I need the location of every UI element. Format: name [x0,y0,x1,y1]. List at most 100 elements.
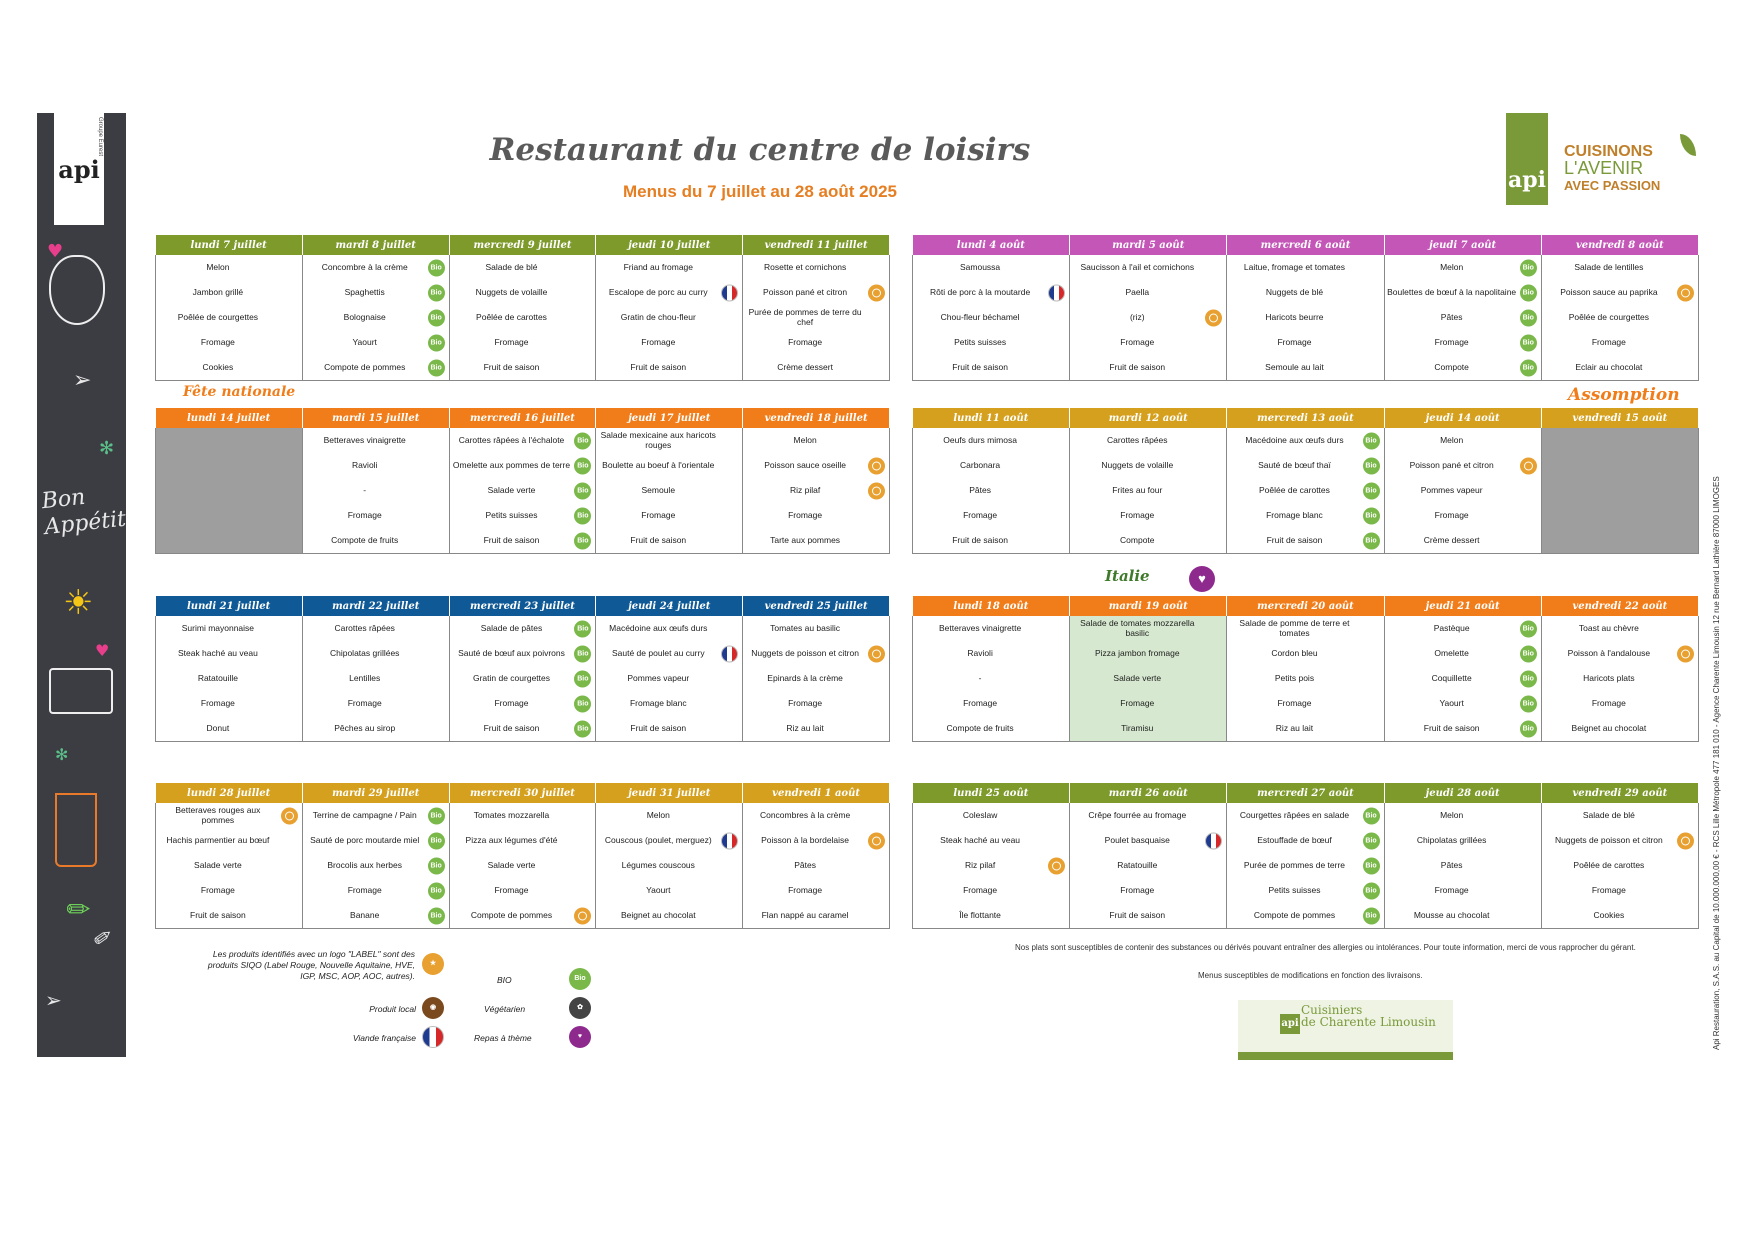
menu-cell: Fromage [911,503,1071,528]
menu-cell: Semoule au lait [1226,355,1385,381]
dish-name: - [363,484,367,495]
bio-icon: Bio [427,857,445,874]
menu-cell: Fruit de saison [595,716,744,742]
dish-name: Fromage blanc [1266,509,1323,520]
dish-name: - [978,672,982,683]
day-header: jeudi 17 juillet [595,408,744,428]
dish-name: Epinards à la crème [767,672,843,683]
menu-row: Compote de fruits Tiramisu Riz au lait Frui… [911,716,1700,742]
dish-name: Gratin de courgettes [472,672,550,683]
bio-icon: Bio [1519,620,1537,637]
menu-cell: Poisson sauce au paprika [1540,280,1700,305]
menu-cell: Nuggets de poisson et citron [1540,828,1700,853]
drink-icon [55,793,97,867]
bio-icon: Bio [1519,720,1537,737]
menu-row: Jambon grillé Spaghettis Bio Nuggets de vol… [155,280,890,305]
menu-cell: Pâtes [911,478,1071,503]
day-header: lundi 18 août [912,596,1071,616]
menu-cell: Crêpe fourrée au fromage [1069,803,1228,828]
day-header: vendredi 1 août [742,783,890,803]
menu-cell: Riz pilaf [742,478,890,503]
dish-name: Tomates mozzarella [473,809,550,820]
day-header: lundi 4 août [912,235,1071,255]
menu-cell: Poisson pané et citron [742,280,890,305]
dish-name: Pastèque [1433,622,1470,633]
dish-name: Lentilles [349,672,381,683]
dish-name: Légumes couscous [621,859,695,870]
dish-name: Fruit de saison [630,361,687,372]
dish-name: Sauté de bœuf aux poivrons [458,647,565,658]
theme-italie: Italie [1105,567,1150,585]
menu-cell: Crème dessert [742,355,890,381]
menu-cell: Beignet au chocolat [1540,716,1700,742]
menu-row: Salade verte Brocolis aux herbes Bio Salade… [155,853,890,878]
menu-cell: Haricots plats [1540,666,1700,691]
menu-row: Petits suisses Fromage Fromage Fromage Bio Fr… [911,330,1700,355]
menu-cell: Epinards à la crème [742,666,890,691]
menu-row: Oeufs durs mimosa Carottes râpées Macédoin… [911,428,1700,453]
week-table: lundi 4 août mardi 5 août mercredi 6 août j… [911,235,1700,381]
menu-row: Fromage Yaourt Bio Fromage Fromage Fromage [155,330,890,355]
menu-cell: Fruit de saison Bio [1226,528,1385,554]
allergen-note: Nos plats sont susceptibles de contenir … [1015,943,1636,952]
menu-cell: Poisson à l'andalouse [1540,641,1700,666]
dish-name: Crème dessert [1423,534,1480,545]
dish-name: Poisson sauce au paprika [1560,286,1658,297]
menu-cell [1540,503,1700,528]
menu-cell: Fruit de saison Bio [1383,716,1542,742]
menu-row: Poêlée de courgettes Bolognaise Bio Poêlée … [155,305,890,330]
french-flag-icon [1048,284,1066,301]
dish-name: Boulettes de bœuf à la napolitaine [1387,286,1517,297]
menu-cell: Compote [1069,528,1228,554]
dish-name: Haricots beurre [1265,311,1324,322]
menu-cell: Fromage [911,878,1071,903]
menu-cell: Chou-fleur béchamel [911,305,1071,330]
dish-name: Jambon grillé [192,286,244,297]
bio-icon: Bio [574,620,592,637]
footer-logo-text: Cuisiniers de Charente Limousin [1301,1004,1436,1028]
menu-cell: Pâtes [1383,853,1542,878]
dish-name: Bolognaise [343,311,386,322]
day-header: vendredi 8 août [1541,235,1700,255]
menu-cell: Oeufs durs mimosa [911,428,1071,453]
dish-name: Poêlée de carottes [1573,859,1645,870]
bio-icon: Bio [1519,645,1537,662]
menu-row: Samoussa Saucisson à l'ail et cornichons L… [911,255,1700,280]
day-header: jeudi 28 août [1384,783,1542,803]
dish-name: Friand au fromage [623,261,694,272]
bio-icon: Bio [574,507,592,524]
dish-name: Macédoine aux œufs durs [609,622,708,633]
menu-cell: Pastèque Bio [1383,616,1542,641]
menu-cell: Poêlée de courgettes [1540,305,1700,330]
menu-cell: Poêlée de carottes Bio [1226,478,1385,503]
menu-cell: Samoussa [911,255,1071,280]
day-header: lundi 7 juillet [155,235,303,255]
menu-cell: Salade verte Bio [448,478,597,503]
heart-icon: ♥ [47,241,64,262]
menu-cell: Salade de blé [448,255,597,280]
menu-cell: Riz pilaf [911,853,1071,878]
dish-name: Fromage [963,509,998,520]
day-header: lundi 25 août [912,783,1071,803]
menu-cell: Salade de pomme de terre et tomates [1226,616,1385,641]
menu-cell: Eclair au chocolat [1540,355,1700,381]
bio-icon: Bio [574,457,592,474]
label-icon [1677,645,1694,662]
menu-cell: Surimi mayonnaise [155,616,303,641]
dish-name: Carottes râpées à l'échalote [458,434,565,445]
dish-name: Fruit de saison [1423,722,1480,733]
dish-name: Pommes vapeur [627,672,690,683]
label-icon [868,645,885,662]
menu-cell [1540,528,1700,554]
dish-name: Saucisson à l'ail et cornichons [1080,261,1195,272]
theme-fete-nationale: Fête nationale [183,384,296,400]
menu-cell: Fromage Bio [301,878,450,903]
menu-cell: Melon [742,428,890,453]
french-flag-icon [422,1026,444,1048]
menu-row: Carbonara Nuggets de volaille Sauté de bœu… [911,453,1700,478]
dish-name: Crème dessert [777,361,833,372]
menu-cell: Nuggets de volaille [448,280,597,305]
dish-name: Riz pilaf [789,484,821,495]
day-header: mardi 19 août [1069,596,1228,616]
day-header: mercredi 23 juillet [449,596,597,616]
